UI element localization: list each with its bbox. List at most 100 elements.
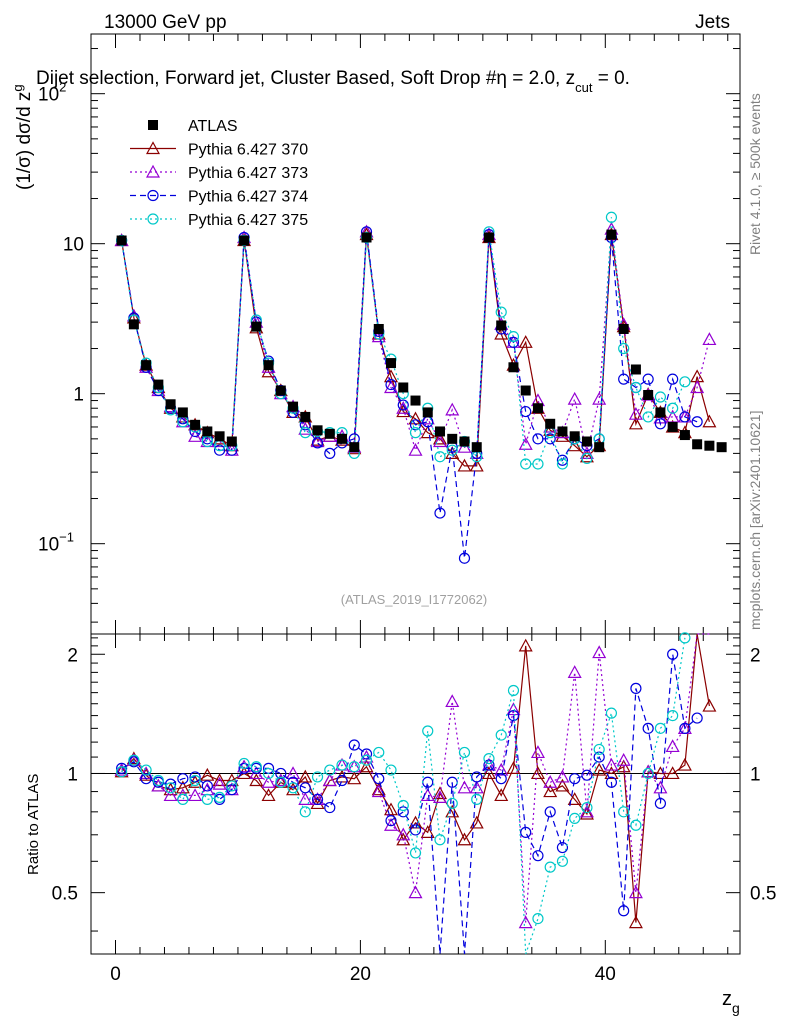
data-point [202,426,213,437]
ratio-point [116,766,128,778]
ratio-point [556,841,569,854]
ratio-point [238,762,250,774]
data-point [434,507,446,519]
ratio-point [641,764,656,778]
ratio-point [445,694,460,708]
ratio-point [691,712,703,724]
data-point [422,407,433,418]
data-point [396,404,411,418]
ratio-point [188,788,203,802]
ratio-point [457,780,472,794]
ratio-point [604,757,619,771]
data-point [642,411,654,423]
data-point [679,411,691,423]
ratio-point [518,638,533,652]
x-tick-label: 20 [350,964,371,985]
data-point [420,425,435,439]
y-tick-label-main: 1 [73,385,84,406]
y-tick-label-ratio-right: 2 [750,645,761,666]
ratio-point [286,782,301,796]
ratio-point [458,746,471,759]
ratio-point [628,885,643,899]
ratio-point [495,773,507,785]
ratio-point [275,776,287,788]
ratio-point [396,827,411,841]
ratio-point [494,788,509,802]
series-atlas [116,229,727,453]
y-axis-title-ratio: Ratio to ATLAS [25,774,42,875]
data-point [665,409,680,423]
data-point [373,323,384,334]
data-point [312,425,323,436]
data-point [507,336,520,348]
ratio-point [371,782,386,796]
data-point [251,321,262,332]
data-point [690,380,705,394]
data-point [310,434,325,448]
series-line [121,231,698,559]
legend-marker [148,120,158,130]
ratio-point [507,709,520,722]
ratio-point [238,757,250,770]
ratio-point [507,684,520,697]
ratio-point [616,759,631,773]
legend-label: Pythia 6.427 370 [188,142,308,159]
axis-ticks: 0 20 40 102 10 1 10−1 2 2 1 1 0.5 0.5 [38,34,776,985]
data-point [190,419,201,430]
data-point [532,458,544,470]
ratio-point [324,801,336,814]
data-point [408,442,423,456]
ratio-point [409,824,422,836]
ratio-point [481,766,496,780]
ratio-point [212,776,227,790]
ratio-point [116,762,128,774]
ratio-point [642,767,654,780]
ratio-point [324,764,336,776]
energy-label: 13000 GeV pp [104,12,227,33]
ratio-point [140,773,152,785]
data-point [579,449,594,463]
data-point [299,427,311,439]
ratio-point [618,806,630,818]
y-tick-label-ratio: 2 [67,645,78,666]
data-point [507,331,520,343]
ratio-point [397,799,409,812]
data-point [643,390,654,401]
ratio-point [140,764,152,776]
ratio-point [408,885,423,899]
data-point [567,391,582,405]
ratio-point [383,802,399,816]
data-point [337,433,348,444]
ratio-point [555,769,570,783]
ratio-point [494,762,509,776]
ratio-point [520,826,532,838]
ratio-point [275,767,287,780]
ratio-point [373,746,385,759]
data-point [594,442,605,453]
ratio-point [298,792,313,805]
ratio-point [322,773,337,787]
legend-marker [147,189,159,202]
ratio-point [237,759,252,773]
ratio-point [483,753,495,765]
ratio-point [446,797,458,810]
ratio-point [311,793,324,805]
data-point [349,442,360,453]
data-point [432,431,448,445]
analysis-id-label: (ATLAS_2019_I1772062) [341,592,487,607]
data-point [508,362,519,373]
ratio-point [128,754,140,766]
ratio-point [261,788,276,802]
data-point [459,436,470,447]
ratio-point [518,915,533,929]
data-point [396,400,411,414]
data-point [679,376,691,388]
ratio-point [250,761,262,773]
legend-marker [145,141,161,155]
ratio-point [579,806,594,820]
data-point [201,435,213,448]
ratio-series-pythia-6-427-375 [116,632,691,955]
ratio-series-pythia-6-427-374 [116,648,703,955]
data-point [628,416,643,430]
ratio-point [543,784,558,798]
